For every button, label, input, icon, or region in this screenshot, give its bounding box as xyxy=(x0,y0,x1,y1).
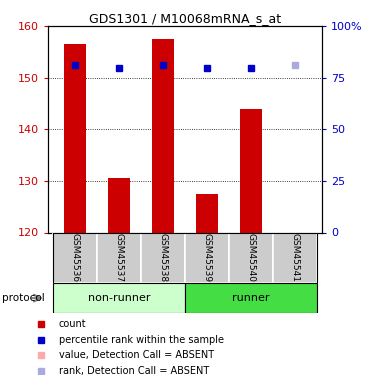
Bar xyxy=(185,283,317,313)
Text: non-runner: non-runner xyxy=(88,293,150,303)
Bar xyxy=(64,44,85,232)
Text: protocol: protocol xyxy=(1,293,44,303)
Bar xyxy=(229,232,273,283)
Bar xyxy=(141,232,185,283)
Bar xyxy=(108,178,130,232)
Text: GSM45539: GSM45539 xyxy=(203,233,212,282)
Bar xyxy=(53,283,185,313)
Bar xyxy=(152,39,174,232)
Text: value, Detection Call = ABSENT: value, Detection Call = ABSENT xyxy=(59,350,214,360)
Text: runner: runner xyxy=(232,293,270,303)
Bar xyxy=(53,232,97,283)
Text: count: count xyxy=(59,319,87,329)
Bar xyxy=(185,232,229,283)
Text: GSM45536: GSM45536 xyxy=(70,233,79,282)
Text: GSM45537: GSM45537 xyxy=(114,233,123,282)
Bar xyxy=(196,194,218,232)
Text: percentile rank within the sample: percentile rank within the sample xyxy=(59,335,224,345)
Text: rank, Detection Call = ABSENT: rank, Detection Call = ABSENT xyxy=(59,366,209,375)
Text: GSM45541: GSM45541 xyxy=(291,233,300,282)
Bar xyxy=(273,232,317,283)
Bar xyxy=(240,109,262,232)
Bar xyxy=(97,232,141,283)
Text: GSM45540: GSM45540 xyxy=(247,233,256,282)
Title: GDS1301 / M10068mRNA_s_at: GDS1301 / M10068mRNA_s_at xyxy=(89,12,281,25)
Text: GSM45538: GSM45538 xyxy=(158,233,167,282)
